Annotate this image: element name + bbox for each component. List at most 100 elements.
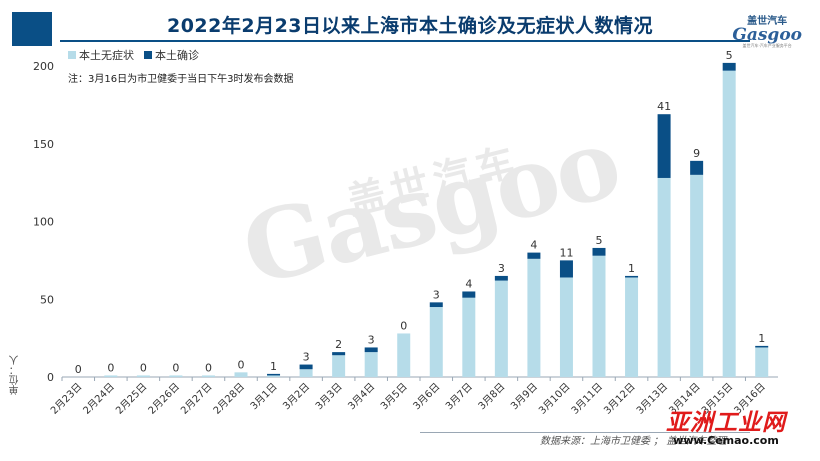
bar-asymptomatic — [332, 355, 346, 377]
bar-confirmed — [625, 275, 639, 278]
bar-confirmed — [332, 352, 346, 356]
logo-cn-text: 盖世汽车 — [747, 16, 788, 27]
legend-item-confirmed: 本土确诊 — [144, 47, 199, 63]
y-tick-label: 0 — [47, 371, 54, 384]
legend-label-confirmed: 本土确诊 — [155, 49, 199, 62]
x-tick-label: 3月2日 — [281, 381, 313, 413]
bar-asymptomatic — [755, 347, 769, 377]
data-label: 3 — [433, 288, 440, 301]
x-tick-label: 2月23日 — [48, 381, 84, 417]
bar-confirmed — [722, 62, 736, 71]
x-tick-label: 3月5日 — [378, 381, 410, 413]
data-label: 3 — [368, 333, 375, 346]
x-tick-label: 2月28日 — [211, 381, 247, 417]
x-tick-label: 2月27日 — [178, 381, 214, 417]
chart-legend: 本土无症状 本土确诊 — [68, 47, 199, 63]
bar-asymptomatic — [364, 352, 378, 377]
x-tick-label: 3月9日 — [508, 381, 540, 413]
data-label: 0 — [238, 358, 245, 371]
bar-asymptomatic — [592, 255, 606, 377]
bar-asymptomatic — [559, 277, 573, 377]
bar-confirmed — [559, 260, 573, 278]
bar-asymptomatic — [136, 375, 150, 377]
x-tick-label: 2月24日 — [81, 381, 117, 417]
data-label: 1 — [758, 332, 765, 345]
bar-asymptomatic — [690, 174, 704, 377]
x-tick-label: 3月11日 — [569, 381, 605, 417]
bar-confirmed — [494, 275, 508, 281]
bar-asymptomatic — [267, 375, 281, 377]
bar-asymptomatic — [299, 369, 313, 377]
legend-item-asymptomatic: 本土无症状 — [68, 47, 134, 63]
x-tick-label: 3月3日 — [313, 381, 345, 413]
bar-confirmed — [462, 291, 476, 298]
data-label: 4 — [530, 239, 537, 252]
data-label: 0 — [400, 319, 407, 332]
x-tick-label: 3月12日 — [602, 381, 638, 417]
bar-confirmed — [364, 347, 378, 353]
data-label: 9 — [693, 147, 700, 160]
x-tick-label: 2月26日 — [146, 381, 182, 417]
data-label: 0 — [172, 361, 179, 374]
x-tick-label: 2月25日 — [113, 381, 149, 417]
bar-asymptomatic — [104, 375, 118, 377]
data-label: 2 — [335, 338, 342, 351]
data-source: 数据来源：上海市卫健委 ； 盖世汽车整理 — [540, 436, 727, 447]
bar-asymptomatic — [657, 177, 671, 377]
legend-swatch-confirmed — [144, 51, 152, 59]
cemao-stamp: 亚洲工业网 www.Cemao.com — [640, 403, 812, 447]
bar-confirmed — [527, 252, 541, 259]
data-label: 1 — [628, 262, 635, 275]
data-label: 0 — [107, 361, 114, 374]
data-label: 0 — [205, 361, 212, 374]
data-label: 4 — [465, 277, 472, 290]
x-tick-label: 3月7日 — [443, 381, 475, 413]
y-tick-label: 200 — [33, 60, 54, 73]
data-label: 3 — [498, 262, 505, 275]
bar-confirmed — [592, 247, 606, 256]
bar-confirmed — [657, 114, 671, 178]
chart-note: 注：3月16日为市卫健委于当日下午3时发布会数据 — [68, 74, 294, 85]
footer-rule — [420, 432, 750, 433]
bar-confirmed — [267, 373, 281, 376]
stamp-cn-text: 亚洲工业网 — [666, 410, 786, 436]
y-tick-label: 100 — [33, 216, 54, 229]
bar-asymptomatic — [169, 375, 183, 377]
bar-confirmed — [690, 160, 704, 175]
data-label: 5 — [726, 49, 733, 62]
data-label: 11 — [559, 246, 573, 259]
bar-asymptomatic — [234, 372, 248, 377]
data-label: 5 — [596, 234, 603, 247]
bar-confirmed — [755, 345, 769, 348]
y-tick-label: 150 — [33, 138, 54, 151]
x-tick-label: 3月1日 — [248, 381, 280, 413]
legend-label-asymptomatic: 本土无症状 — [79, 49, 134, 62]
x-tick-label: 3月4日 — [346, 381, 378, 413]
data-label: 0 — [140, 361, 147, 374]
bar-asymptomatic — [462, 297, 476, 377]
bar-confirmed — [429, 302, 443, 308]
data-label: 1 — [270, 360, 277, 373]
bar-asymptomatic — [494, 280, 508, 377]
legend-swatch-asymptomatic — [68, 51, 76, 59]
bar-asymptomatic — [527, 258, 541, 377]
x-tick-label: 3月10日 — [536, 381, 572, 417]
logo-en-text: Gasgoo — [732, 25, 802, 45]
stamp-url-text: www.Cemao.com — [673, 434, 779, 447]
data-label: 41 — [657, 100, 671, 113]
bar-asymptomatic — [722, 70, 736, 377]
logo-sub-text: 盖世汽车·汽车产业服务平台 — [742, 43, 792, 48]
x-tick-label: 3月6日 — [411, 381, 443, 413]
data-label: 3 — [303, 351, 310, 364]
bar-asymptomatic — [625, 277, 639, 377]
gasgoo-logo: 盖世汽车 Gasgoo 盖世汽车·汽车产业服务平台 — [732, 12, 802, 49]
corner-decoration — [12, 12, 66, 46]
y-tick-label: 50 — [40, 293, 54, 306]
x-tick-label: 3月8日 — [476, 381, 508, 413]
bar-asymptomatic — [201, 375, 215, 377]
bar-confirmed — [299, 364, 313, 370]
bar-asymptomatic — [429, 307, 443, 377]
title-rule — [60, 40, 750, 42]
data-label: 0 — [75, 363, 82, 376]
